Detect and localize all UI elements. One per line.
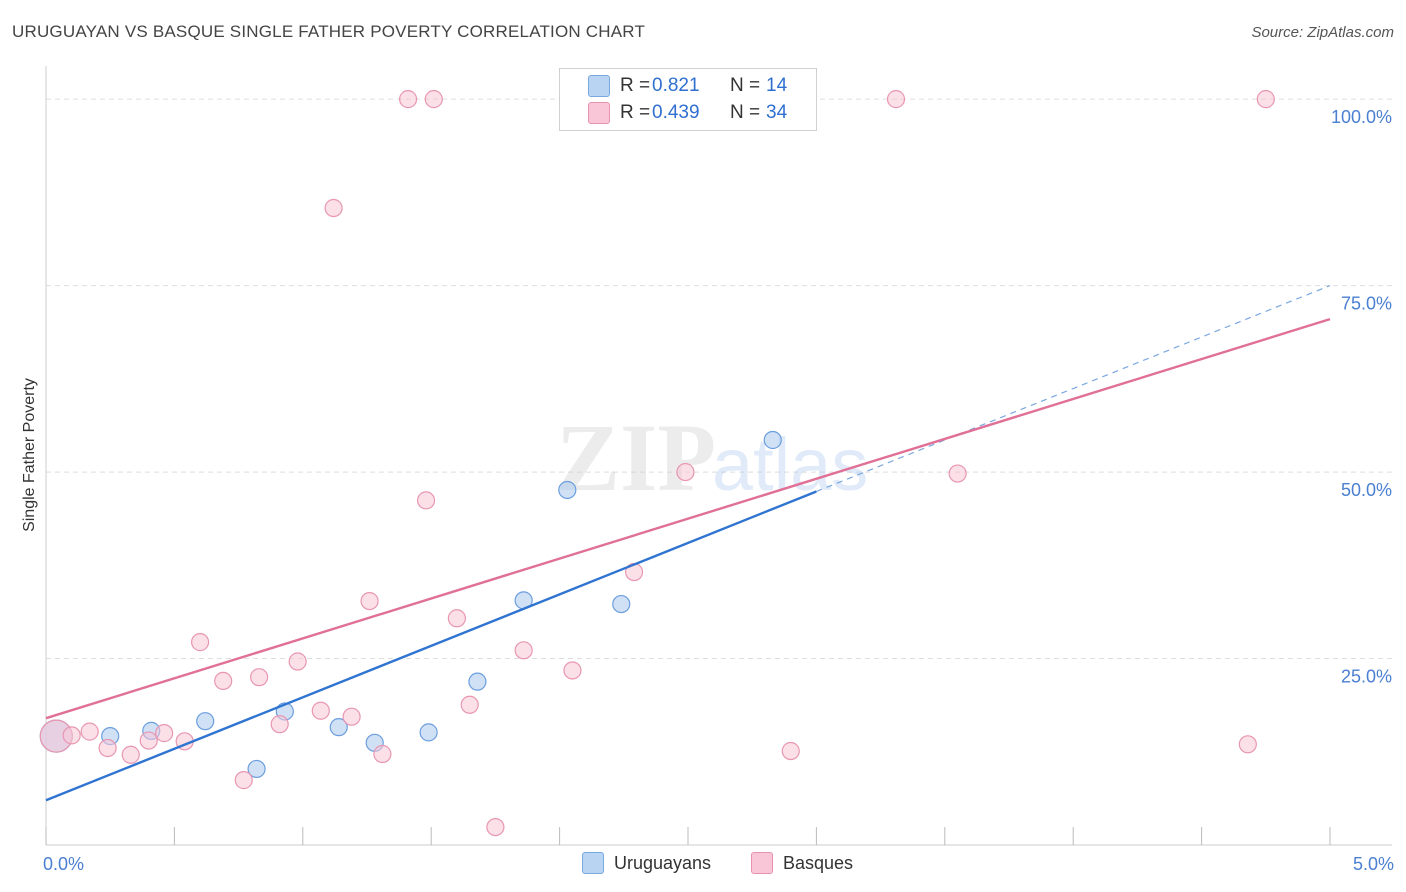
x-tick-label: 5.0% (1353, 854, 1394, 874)
basque-point (311, 701, 330, 720)
basque-point (416, 491, 436, 510)
uruguayan-point (247, 759, 266, 779)
bottom-legend-label-basques: Basques (783, 852, 854, 873)
basque-point (190, 633, 210, 652)
basque-point (121, 745, 140, 764)
legend-swatch-uruguayans (588, 75, 610, 97)
basque-point (234, 771, 253, 790)
basque-point (98, 738, 117, 758)
basque-point (360, 591, 379, 611)
basque-point (486, 817, 505, 837)
uruguayan-point (763, 430, 782, 450)
bottom-legend-uruguayans: Uruguayans (582, 852, 711, 874)
legend-r-label: R = (620, 75, 651, 96)
uruguayan-trend-extension (816, 285, 1331, 493)
watermark-zip: ZIP (556, 404, 716, 511)
basque-point (1256, 90, 1275, 109)
y-tick-label: 75.0% (1341, 294, 1392, 314)
legend-r-label: R = (620, 102, 651, 123)
basque-point (270, 715, 289, 734)
y-tick-label: 50.0% (1341, 480, 1392, 500)
basque-point (288, 652, 307, 671)
trend-lines (45, 285, 1331, 802)
basque-point (514, 641, 533, 660)
legend-n-value: 14 (766, 75, 788, 96)
uruguayan-point (196, 712, 215, 731)
legend-n-value: 34 (766, 102, 788, 123)
y-tick-label: 100.0% (1331, 107, 1392, 127)
bottom-legend-swatch-uruguayans (582, 852, 604, 874)
basque-point (80, 722, 99, 741)
x-tick-label: 0.0% (43, 854, 84, 874)
basque-point (214, 671, 233, 691)
legend-r-value: 0.439 (652, 102, 700, 123)
basque-trend-line (45, 318, 1331, 720)
uruguayan-point (419, 723, 438, 742)
legend-n-label: N = (730, 75, 761, 96)
basque-point (886, 90, 906, 109)
bottom-legend-label-uruguayans: Uruguayans (614, 852, 712, 873)
basques-points (39, 90, 1275, 837)
axes (45, 66, 1392, 846)
legend-n-label: N = (730, 102, 761, 123)
uruguayan-point (468, 672, 487, 691)
basque-point (676, 462, 695, 482)
uruguayan-point (558, 480, 577, 500)
watermark: ZIP atlas (556, 404, 868, 511)
bottom-legend-basques: Basques (751, 852, 853, 874)
uruguayan-trend-line (45, 490, 817, 802)
legend-r-value: 0.821 (652, 75, 700, 96)
basque-point (781, 741, 800, 761)
basque-point (424, 90, 443, 109)
basque-point (62, 726, 81, 745)
legend: R = 0.821 N = 14 R = 0.439 N = 34 (559, 68, 817, 131)
basque-point (342, 707, 361, 726)
source-label: Source: ZipAtlas.com (1251, 24, 1394, 41)
basque-point (139, 731, 158, 750)
basque-point (948, 464, 967, 483)
basque-point (447, 609, 466, 628)
basque-point (563, 661, 582, 680)
basque-point (155, 724, 174, 743)
legend-swatch-basques (588, 102, 610, 124)
bottom-legend-swatch-basques (751, 852, 773, 874)
tick-labels: 25.0% 50.0% 75.0% 100.0% 0.0% 5.0% (43, 107, 1394, 874)
basque-point (1238, 735, 1257, 754)
y-tick-label: 25.0% (1341, 667, 1392, 687)
uruguayan-point (612, 594, 631, 614)
watermark-atlas: atlas (712, 423, 868, 506)
grid-lines (46, 98, 1392, 660)
basque-point (398, 90, 418, 109)
basque-point (373, 744, 392, 764)
basque-point (250, 668, 269, 687)
chart-title: URUGUAYAN VS BASQUE SINGLE FATHER POVERT… (12, 22, 646, 41)
basque-point (460, 695, 479, 714)
basque-point (324, 198, 343, 218)
uruguayan-point (329, 718, 348, 737)
